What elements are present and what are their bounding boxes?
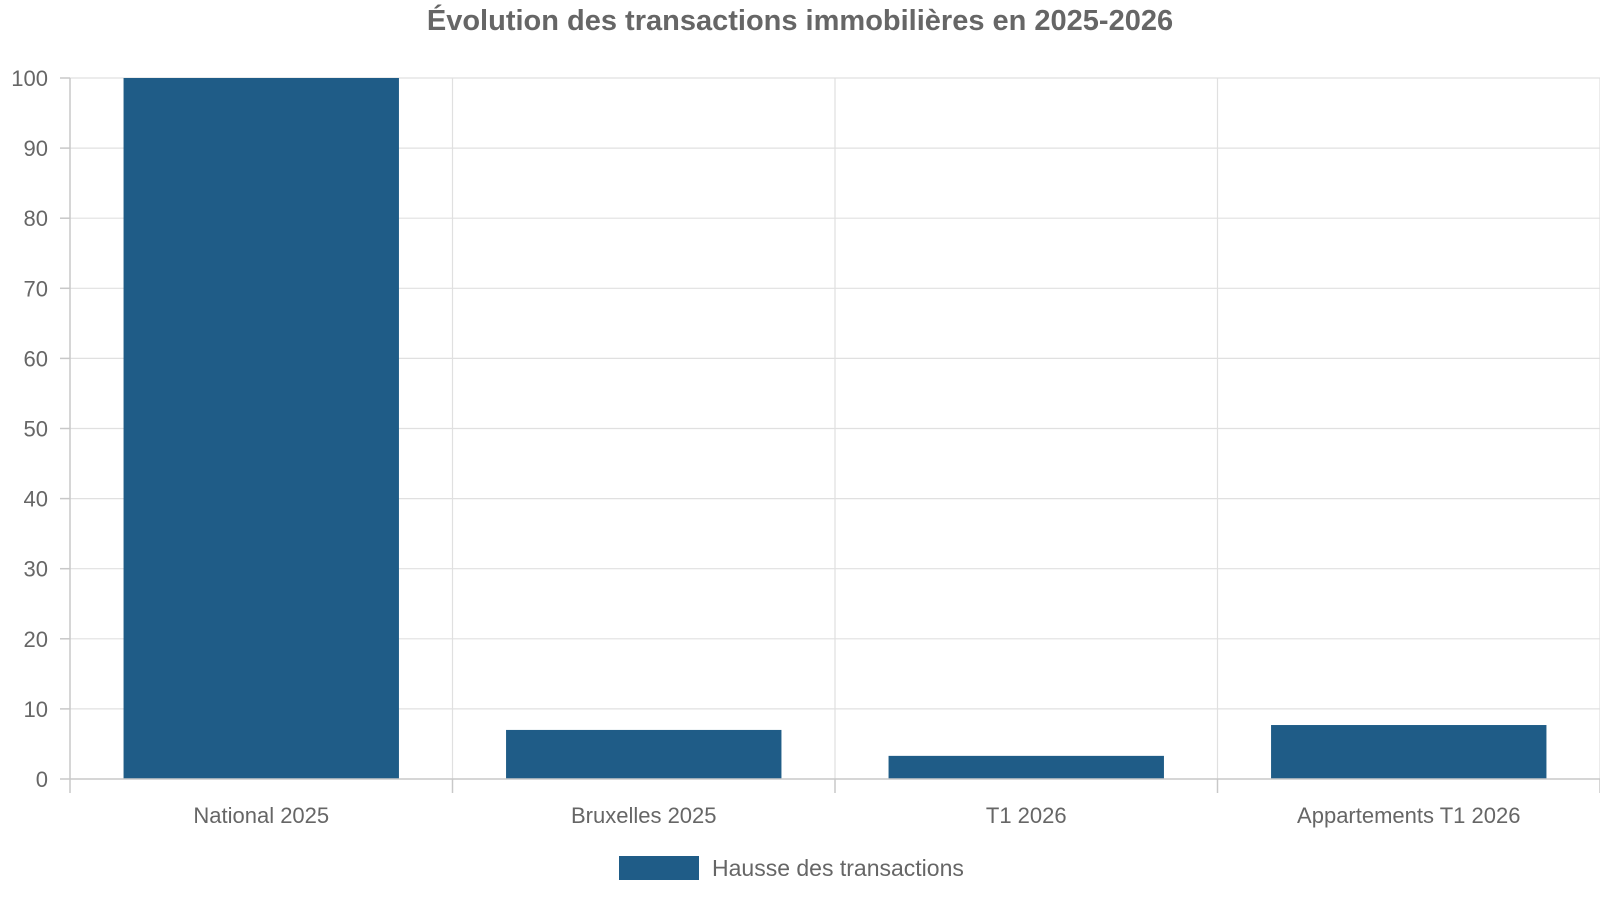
y-tick-label-10: 10 xyxy=(24,697,48,722)
y-tick-label-60: 60 xyxy=(24,346,48,371)
legend: Hausse des transactions xyxy=(619,855,964,881)
y-tick-label-80: 80 xyxy=(24,206,48,231)
chart-title: Évolution des transactions immobilières … xyxy=(427,3,1173,37)
y-tick-label-0: 0 xyxy=(36,767,48,792)
axes: 0 10 20 30 40 50 60 70 80 90 100 National 2025 Bruxe… xyxy=(11,66,1600,828)
y-tick-label-70: 70 xyxy=(24,276,48,301)
x-tick-label-1: Bruxelles 2025 xyxy=(571,803,717,828)
y-tick-label-20: 20 xyxy=(24,627,48,652)
bar-1 xyxy=(506,729,782,779)
y-tick-label-30: 30 xyxy=(24,557,48,582)
y-tick-label-100: 100 xyxy=(11,66,48,91)
y-tick-label-50: 50 xyxy=(24,417,48,442)
legend-swatch xyxy=(619,856,699,880)
y-tick-label-90: 90 xyxy=(24,136,48,161)
bars xyxy=(123,78,1547,779)
x-tick-label-3: Appartements T1 2026 xyxy=(1297,803,1520,828)
bar-2 xyxy=(888,755,1164,779)
y-tick-label-40: 40 xyxy=(24,487,48,512)
bar-0 xyxy=(123,78,399,779)
bar-3 xyxy=(1271,725,1547,779)
legend-label: Hausse des transactions xyxy=(712,855,964,881)
x-tick-label-0: National 2025 xyxy=(193,803,329,828)
x-tick-label-2: T1 2026 xyxy=(986,803,1067,828)
